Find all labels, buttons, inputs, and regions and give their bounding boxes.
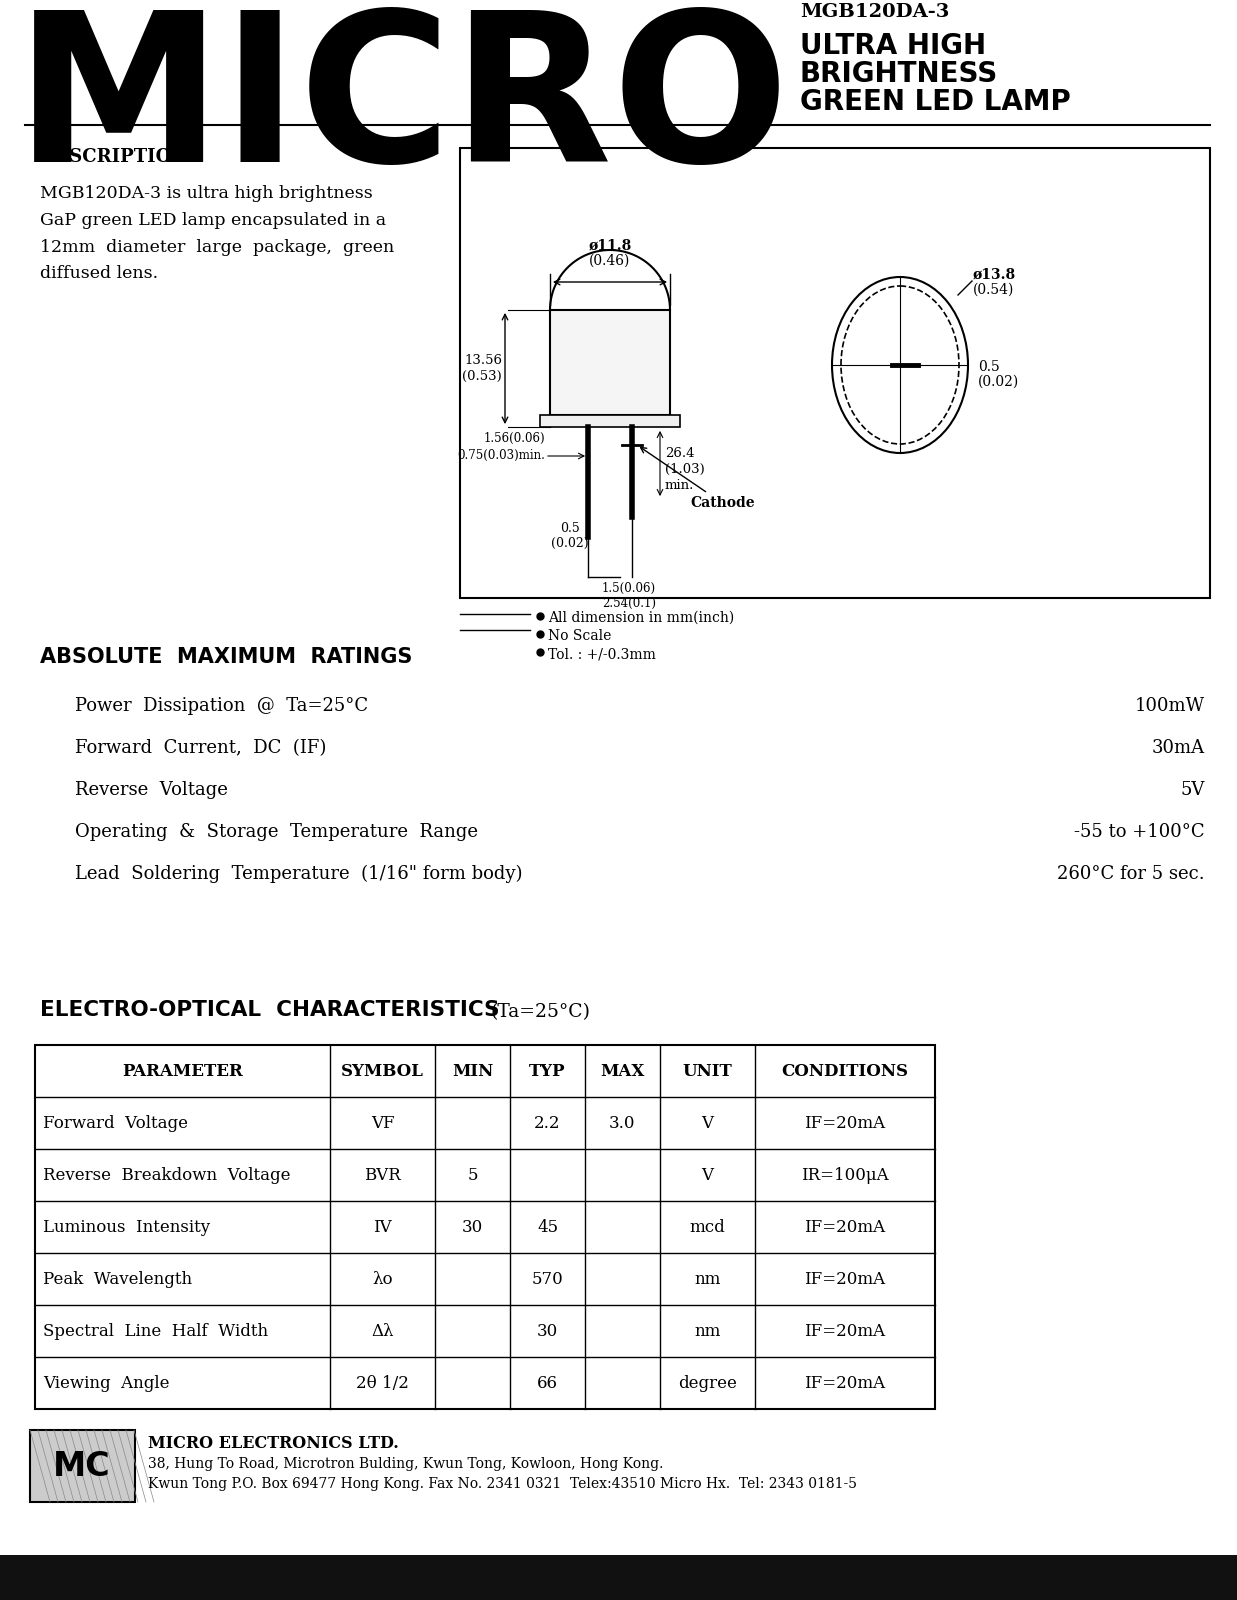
Text: Forward  Voltage: Forward Voltage: [43, 1115, 188, 1131]
Text: 38, Hung To Road, Microtron Bulding, Kwun Tong, Kowloon, Hong Kong.: 38, Hung To Road, Microtron Bulding, Kwu…: [148, 1458, 663, 1470]
Text: nm: nm: [694, 1270, 721, 1288]
Text: IV: IV: [374, 1219, 392, 1235]
Text: mcd: mcd: [689, 1219, 725, 1235]
Bar: [460, 149, 1210, 598]
Text: IF=20mA: IF=20mA: [804, 1323, 886, 1339]
Text: ABSOLUTE  MAXIMUM  RATINGS: ABSOLUTE MAXIMUM RATINGS: [40, 646, 412, 667]
Text: Operating  &  Storage  Temperature  Range: Operating & Storage Temperature Range: [75, 822, 477, 842]
Text: Forward  Current,  DC  (IF): Forward Current, DC (IF): [75, 739, 327, 757]
Text: Viewing  Angle: Viewing Angle: [43, 1374, 169, 1392]
Text: All dimension in mm(inch): All dimension in mm(inch): [548, 611, 735, 626]
Text: IF=20mA: IF=20mA: [804, 1374, 886, 1392]
Text: 30: 30: [537, 1323, 558, 1339]
Text: degree: degree: [678, 1374, 737, 1392]
Bar: [541, 414, 680, 427]
Text: min.: min.: [666, 478, 694, 493]
Bar: [35, 1045, 935, 1410]
Text: TYP: TYP: [529, 1062, 565, 1080]
Text: GREEN LED LAMP: GREEN LED LAMP: [800, 88, 1071, 117]
Text: (0.02): (0.02): [978, 374, 1019, 389]
Text: DESCRIPTION: DESCRIPTION: [40, 149, 188, 166]
Text: ELECTRO-OPTICAL  CHARACTERISTICS: ELECTRO-OPTICAL CHARACTERISTICS: [40, 1000, 500, 1021]
Text: Kwun Tong P.O. Box 69477 Hong Kong. Fax No. 2341 0321  Telex:43510 Micro Hx.  Te: Kwun Tong P.O. Box 69477 Hong Kong. Fax …: [148, 1477, 857, 1491]
Text: 66: 66: [537, 1374, 558, 1392]
Text: ELECTRONICS: ELECTRONICS: [282, 0, 294, 8]
Text: (0.02): (0.02): [552, 538, 589, 550]
Text: ø11.8: ø11.8: [589, 238, 632, 251]
Text: 30: 30: [461, 1219, 484, 1235]
Text: IF=20mA: IF=20mA: [804, 1219, 886, 1235]
Text: V: V: [701, 1115, 714, 1131]
Text: ULTRA HIGH: ULTRA HIGH: [800, 32, 986, 59]
Text: 2.2: 2.2: [534, 1115, 560, 1131]
Text: Cathode: Cathode: [641, 448, 755, 510]
Text: IF=20mA: IF=20mA: [804, 1115, 886, 1131]
Text: Power  Dissipation  @  Ta=25°C: Power Dissipation @ Ta=25°C: [75, 698, 369, 715]
Text: UNIT: UNIT: [683, 1062, 732, 1080]
Text: λo: λo: [372, 1270, 393, 1288]
Text: MIN: MIN: [452, 1062, 494, 1080]
Text: MGB120DA-3 is ultra high brightness
GaP green LED lamp encapsulated in a
12mm  d: MGB120DA-3 is ultra high brightness GaP …: [40, 186, 395, 282]
Ellipse shape: [841, 286, 959, 443]
Text: 1.5(0.06): 1.5(0.06): [602, 582, 656, 595]
Bar: [550, 310, 670, 414]
Text: nm: nm: [694, 1323, 721, 1339]
Text: 13.56
(0.53): 13.56 (0.53): [463, 355, 502, 382]
Ellipse shape: [833, 277, 969, 453]
Text: -55 to +100°C: -55 to +100°C: [1075, 822, 1205, 842]
Text: 30mA: 30mA: [1152, 739, 1205, 757]
Text: 100mW: 100mW: [1134, 698, 1205, 715]
Text: VF: VF: [371, 1115, 395, 1131]
Text: Reverse  Voltage: Reverse Voltage: [75, 781, 228, 798]
Text: 1.56(0.06): 1.56(0.06): [484, 432, 546, 445]
Text: 260°C for 5 sec.: 260°C for 5 sec.: [1058, 866, 1205, 883]
Text: (0.54): (0.54): [974, 283, 1014, 298]
Text: (0.46): (0.46): [589, 254, 631, 267]
Text: MICRO ELECTRONICS LTD.: MICRO ELECTRONICS LTD.: [148, 1435, 398, 1453]
Text: 570: 570: [532, 1270, 563, 1288]
Text: 0.75(0.03)min.: 0.75(0.03)min.: [458, 450, 546, 462]
Bar: [30, 1430, 135, 1502]
Text: Spectral  Line  Half  Width: Spectral Line Half Width: [43, 1323, 268, 1339]
Text: Luminous  Intensity: Luminous Intensity: [43, 1219, 210, 1235]
Text: IR=100μA: IR=100μA: [802, 1166, 889, 1184]
Text: 2.54(0.1): 2.54(0.1): [602, 597, 656, 610]
Text: 5: 5: [468, 1166, 477, 1184]
Text: BRIGHTNESS: BRIGHTNESS: [800, 59, 998, 88]
Text: SYMBOL: SYMBOL: [341, 1062, 424, 1080]
Text: Tol. : +/-0.3mm: Tol. : +/-0.3mm: [548, 646, 656, 661]
Text: IF=20mA: IF=20mA: [804, 1270, 886, 1288]
Text: 0.5: 0.5: [560, 522, 580, 534]
Text: 5V: 5V: [1180, 781, 1205, 798]
Text: 45: 45: [537, 1219, 558, 1235]
Text: Lead  Soldering  Temperature  (1/16" form body): Lead Soldering Temperature (1/16" form b…: [75, 866, 522, 883]
Text: 26.4: 26.4: [666, 446, 694, 461]
Text: (1.03): (1.03): [666, 462, 705, 477]
Text: MGB120DA-3: MGB120DA-3: [800, 3, 949, 21]
Text: (Ta=25°C): (Ta=25°C): [490, 1003, 590, 1021]
Text: MICRO: MICRO: [15, 3, 790, 205]
Text: No Scale: No Scale: [548, 629, 611, 643]
Text: Δλ: Δλ: [371, 1323, 393, 1339]
Text: 2θ 1/2: 2θ 1/2: [356, 1374, 409, 1392]
Text: MC: MC: [53, 1450, 111, 1483]
Text: 0.5: 0.5: [978, 360, 999, 374]
Text: V: V: [701, 1166, 714, 1184]
Text: Peak  Wavelength: Peak Wavelength: [43, 1270, 192, 1288]
Text: MAX: MAX: [600, 1062, 644, 1080]
Text: CONDITIONS: CONDITIONS: [782, 1062, 908, 1080]
Bar: [0, 1555, 1237, 1600]
Text: BVR: BVR: [364, 1166, 401, 1184]
Text: Reverse  Breakdown  Voltage: Reverse Breakdown Voltage: [43, 1166, 291, 1184]
Text: 3.0: 3.0: [610, 1115, 636, 1131]
Text: ø13.8: ø13.8: [974, 267, 1016, 282]
Text: PARAMETER: PARAMETER: [122, 1062, 242, 1080]
